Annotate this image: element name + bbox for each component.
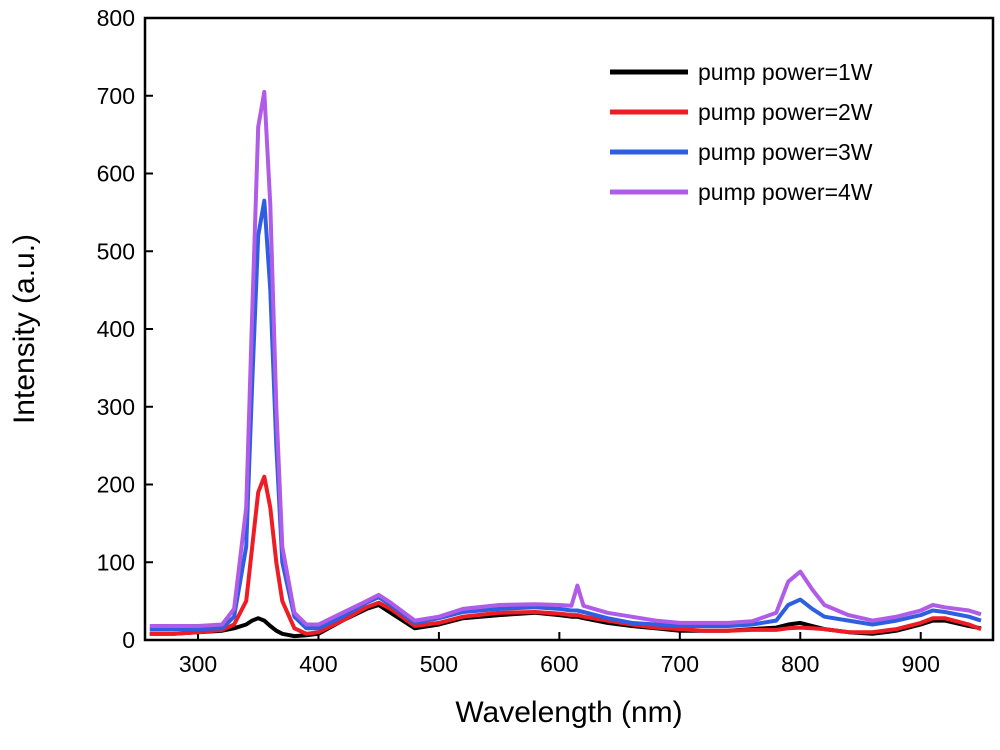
plot-frame xyxy=(143,16,995,642)
y-tick-label: 300 xyxy=(97,394,135,420)
y-tick-label: 100 xyxy=(97,549,135,575)
x-tick-label: 800 xyxy=(781,651,819,677)
y-tick-label: 600 xyxy=(97,161,135,187)
x-tick-label: 600 xyxy=(540,651,578,677)
y-tick-label: 400 xyxy=(97,316,135,342)
data-line xyxy=(149,474,982,636)
x-tick-label: 900 xyxy=(902,651,940,677)
y-tick-label: 0 xyxy=(122,627,135,653)
y-axis-title: Intensity (a.u.) xyxy=(8,234,41,424)
x-tick-label: 300 xyxy=(179,651,217,677)
x-tick-label: 400 xyxy=(299,651,337,677)
x-tick-label: 700 xyxy=(661,651,699,677)
legend-label: pump power=3W xyxy=(698,139,873,165)
legend-label: pump power=4W xyxy=(698,179,873,205)
legend-label: pump power=2W xyxy=(698,99,873,125)
data-line xyxy=(149,198,982,632)
y-tick-label: 500 xyxy=(97,238,135,264)
x-axis-title: Wavelength (nm) xyxy=(455,696,682,729)
y-tick-label: 200 xyxy=(97,472,135,498)
legend-label: pump power=1W xyxy=(698,59,873,85)
y-tick-label: 800 xyxy=(97,5,135,31)
data-line xyxy=(149,89,982,628)
x-tick-label: 500 xyxy=(420,651,458,677)
y-tick-label: 700 xyxy=(97,83,135,109)
